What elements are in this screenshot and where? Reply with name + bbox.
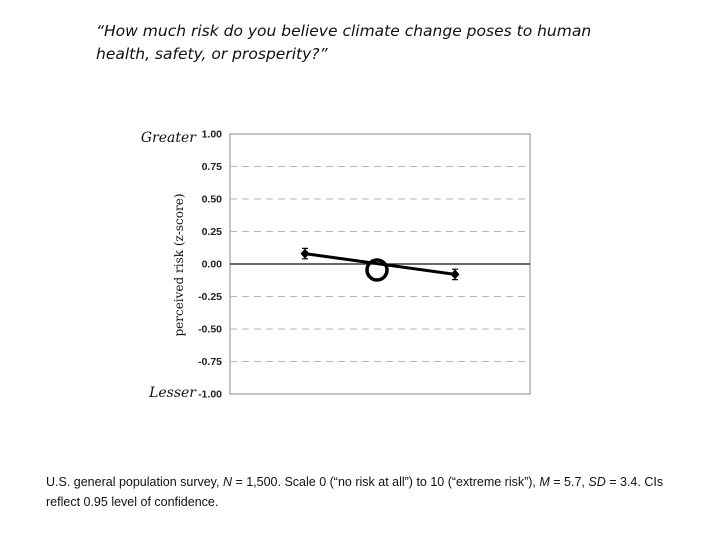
greater-annotation: Greater (141, 130, 197, 146)
y-tick-label: -0.50 (198, 324, 222, 336)
y-tick-label: 0.50 (202, 194, 223, 206)
footnote-text-3: = 5.7, (549, 475, 589, 489)
y-tick-label: -0.75 (198, 356, 222, 368)
y-tick-label: 0.00 (202, 259, 223, 271)
footnote-text-4: = 3.4. CIs reflect 0.95 level of confide… (46, 475, 664, 509)
question-text: “How much risk do you believe climate ch… (96, 22, 592, 63)
highlight-circle (365, 258, 389, 282)
footnote-sd-label: SD (588, 475, 606, 489)
footnote-text-1: U.S. general population survey, (46, 475, 223, 489)
footnote-n-label: N (222, 475, 232, 489)
series-line (304, 252, 456, 276)
y-tick-label: -1.00 (198, 389, 222, 401)
footnote-text-2: = 1,500. Scale 0 (“no risk at all”) to 1… (231, 475, 540, 489)
y-tick-label: 0.75 (202, 161, 223, 173)
y-tick-label: 0.25 (202, 226, 223, 238)
y-tick-label: -0.25 (198, 291, 222, 303)
lesser-annotation: Lesser (148, 385, 197, 401)
data-point (450, 269, 460, 280)
y-tick-labels: 1.00 0.75 0.50 0.25 0.00 -0.25 -0.50 -0.75 -1.00 (198, 129, 222, 401)
footnote: U.S. general population survey, N = 1,50… (46, 472, 686, 512)
y-tick-label: 1.00 (202, 129, 223, 141)
data-point (300, 248, 310, 259)
footnote-m-label: M (539, 475, 550, 489)
y-axis-label: perceived risk (z-score) (172, 193, 186, 336)
data-series (300, 247, 460, 282)
